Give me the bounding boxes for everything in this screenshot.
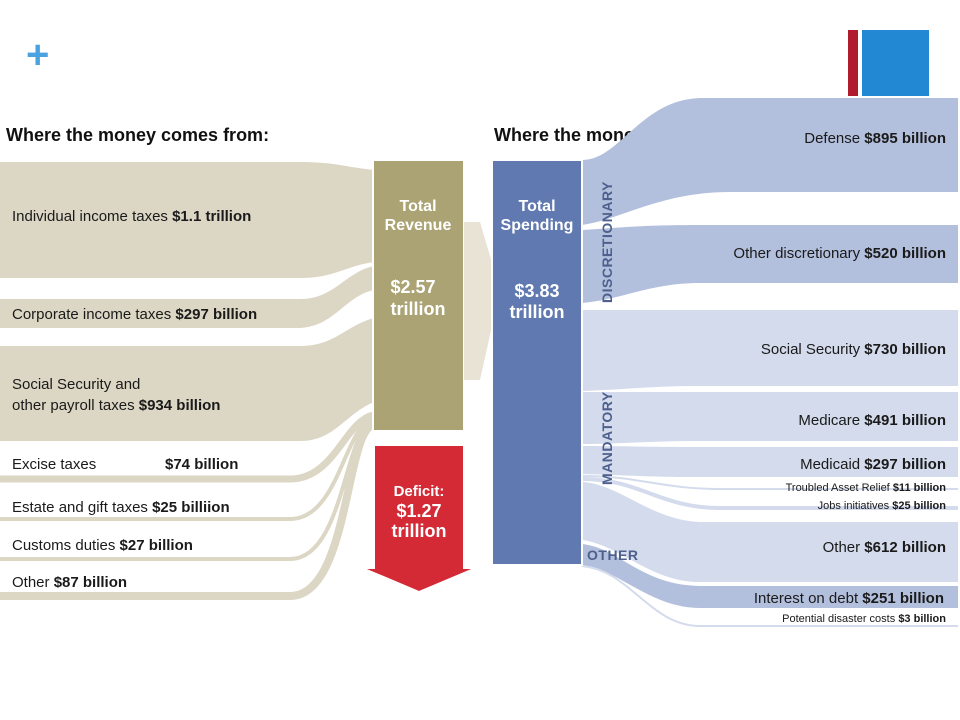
flow-other-mandatory	[582, 482, 958, 582]
revenue-item-label: Corporate income taxes $297 billion	[12, 306, 257, 323]
flow-disaster	[581, 565, 958, 627]
flow-estate	[0, 417, 375, 521]
spending-item-label: Defense $895 billion	[804, 130, 946, 147]
spending-labels: Defense $895 billion Other discretionary…	[733, 130, 946, 625]
revenue-item-label: Other $87 billion	[12, 574, 127, 591]
total-revenue-label-1: Total	[399, 198, 436, 215]
flow-other-discretionary	[582, 225, 958, 303]
spending-item-label: Jobs initiatives $25 billion	[818, 500, 947, 512]
total-spending-label-1: Total	[518, 198, 555, 215]
total-revenue-unit: trillion	[391, 299, 446, 319]
discretionary-group-label: DISCRETIONARY	[599, 181, 615, 303]
total-revenue-label-2: Revenue	[385, 217, 452, 234]
accent-bar-red	[848, 30, 858, 96]
revenue-item-label: Estate and gift taxes $25 billiion	[12, 499, 230, 516]
deficit-arrow	[361, 444, 477, 594]
total-revenue-amount: $2.57	[390, 277, 435, 297]
flow-tarp	[581, 475, 958, 490]
mandatory-flows	[582, 310, 958, 477]
spending-item-label: Troubled Asset Relief $11 billion	[786, 482, 947, 494]
spending-item-label: Other $612 billion	[823, 539, 946, 556]
revenue-item-label: Excise taxes	[12, 456, 96, 473]
spending-item-label: Interest on debt $251 billion	[754, 590, 944, 607]
revenue-item-value: $74 billion	[165, 456, 238, 473]
mandatory-group-label: MANDATORY	[599, 391, 615, 485]
revenue-item-label: Social Security and	[12, 376, 140, 393]
revenue-labels: Individual income taxes $1.1 trillion Co…	[12, 208, 257, 591]
flow-corporate-income	[0, 266, 374, 328]
spending-item-label: Social Security $730 billion	[761, 341, 946, 358]
spending-item-label: Medicare $491 billion	[798, 412, 946, 429]
flow-defense	[582, 98, 958, 225]
deficit-amount: $1.27	[396, 501, 441, 521]
total-spending-unit: trillion	[510, 302, 565, 322]
flow-medicare	[582, 392, 958, 444]
flow-individual-income	[0, 162, 374, 278]
total-revenue-box	[372, 159, 465, 432]
spending-item-label: Medicaid $297 billion	[800, 456, 946, 473]
flow-excise	[0, 411, 376, 483]
total-spending-amount: $3.83	[514, 281, 559, 301]
revenue-item-label: Customs duties $27 billion	[12, 537, 193, 554]
flow-interest	[582, 544, 958, 608]
flow-social-security	[582, 310, 958, 391]
flow-payroll-taxes	[0, 318, 374, 441]
revenue-item-label: other payroll taxes $934 billion	[12, 397, 220, 414]
spending-item-label: Potential disaster costs $3 billion	[782, 613, 946, 625]
flow-medicaid	[582, 446, 958, 477]
plus-icon: +	[26, 33, 49, 77]
discretionary-flows	[582, 98, 958, 303]
flow-other-revenue	[0, 421, 376, 600]
other-group-label: OTHER	[587, 547, 639, 563]
total-spending-box	[491, 159, 583, 566]
mandatory-thin-flows	[581, 475, 958, 510]
total-spending-label-2: Spending	[501, 217, 574, 234]
deficit-label: Deficit:	[394, 483, 445, 500]
flow-jobs	[581, 477, 958, 510]
revenue-flows	[0, 162, 374, 441]
accent-bar-blue	[862, 30, 929, 96]
revenue-header: Where the money comes from:	[6, 125, 269, 145]
revenue-item-label: Individual income taxes $1.1 trillion	[12, 208, 251, 225]
deficit-unit: trillion	[392, 521, 447, 541]
revenue-thin-flows	[0, 411, 376, 600]
spending-item-label: Other discretionary $520 billion	[733, 245, 946, 262]
